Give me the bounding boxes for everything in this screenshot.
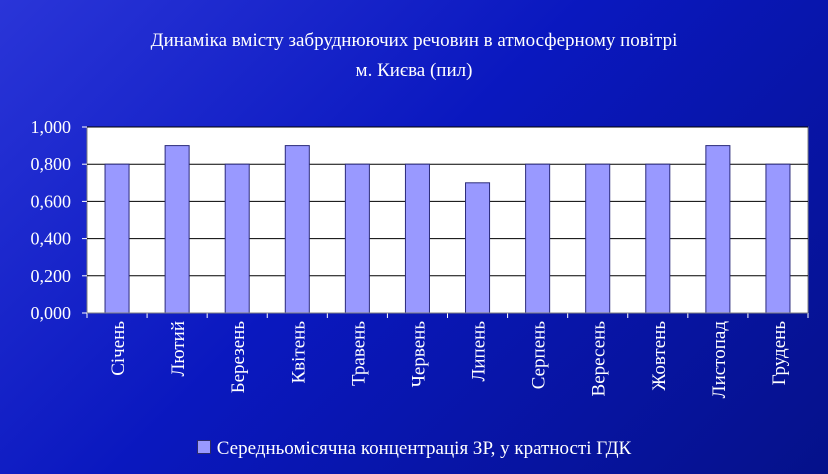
y-tick-label: 0,200 [31, 266, 72, 286]
legend-swatch [196, 440, 211, 454]
x-tick-label: Січень [108, 321, 129, 376]
y-tick-label: 0,000 [31, 303, 72, 323]
bar [585, 163, 611, 314]
legend: Середньомісячна концентрація ЗР, у кратн… [0, 438, 828, 460]
plot-area [86, 126, 809, 314]
x-tick-label: Березень [228, 321, 249, 394]
x-tick-label: Червень [408, 321, 429, 388]
chart-title-line-2: м. Києва (пил) [355, 60, 473, 81]
legend-label: Середньомісячна концентрація ЗР, у кратн… [216, 438, 632, 459]
bar [765, 163, 791, 314]
bar [104, 163, 130, 314]
x-tick-label: Грудень [769, 321, 790, 386]
x-tick-label: Липень [469, 321, 490, 382]
x-tick-label: Травень [348, 321, 369, 386]
bar [404, 163, 430, 314]
bar [705, 145, 731, 314]
bar [164, 145, 190, 314]
chart-title-line-1: Динаміка вмісту забруднюючих речовин в а… [150, 30, 678, 51]
x-tick-label: Жовтень [649, 321, 670, 391]
bar [224, 163, 250, 314]
bar [465, 182, 491, 314]
x-tick-label: Лютий [168, 321, 189, 376]
bar [525, 163, 551, 314]
y-tick-label: 1,000 [31, 117, 72, 137]
x-tick-label: Вересень [589, 321, 610, 397]
x-tick-label: Квітень [288, 321, 309, 384]
x-tick-label: Серпень [529, 321, 550, 390]
bar [284, 145, 310, 314]
y-tick-label: 0,400 [31, 229, 72, 249]
chart-title: Динаміка вмісту забруднюючих речовин в а… [0, 26, 828, 86]
x-tick-label: Листопад [709, 321, 730, 399]
bar [645, 163, 671, 314]
y-tick-label: 0,600 [31, 191, 72, 211]
y-tick-label: 0,800 [31, 154, 72, 174]
bar [344, 163, 370, 314]
